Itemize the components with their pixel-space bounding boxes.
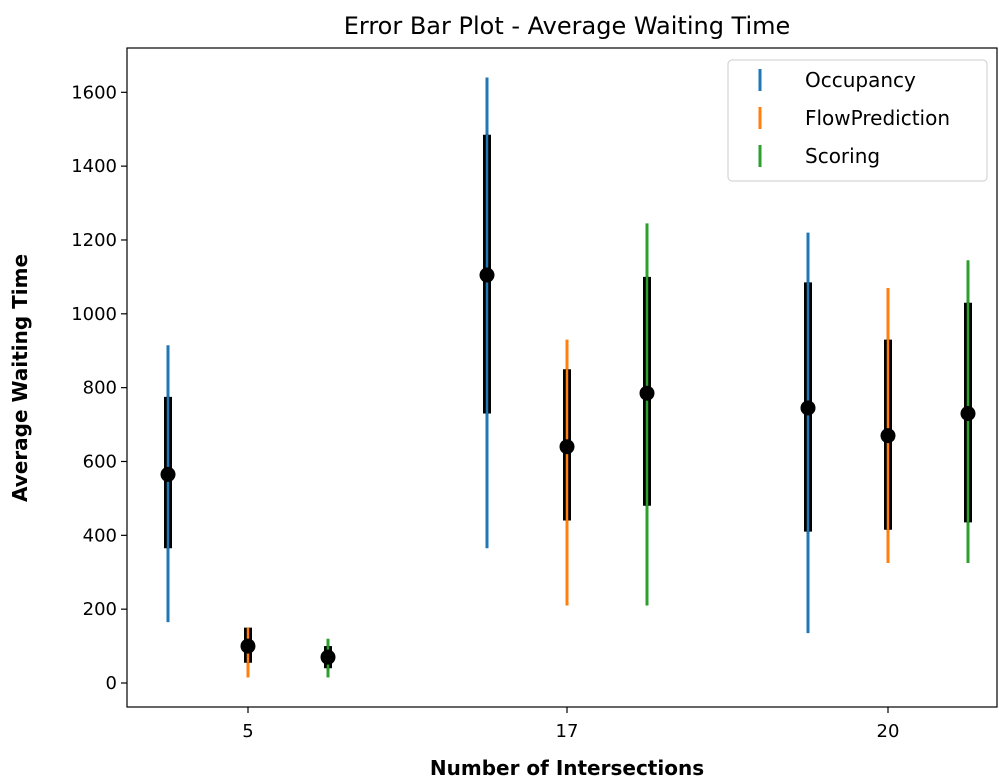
mean-point <box>639 385 655 401</box>
data-marks <box>160 77 976 678</box>
mean-point <box>479 267 495 283</box>
mean-point <box>559 439 575 455</box>
legend-label: FlowPrediction <box>805 106 950 130</box>
mean-point <box>960 405 976 421</box>
y-tick-label: 1400 <box>71 156 117 177</box>
chart-title: Error Bar Plot - Average Waiting Time <box>344 12 791 40</box>
y-axis-ticks: 0 200 400 600 800 1000 1200 1400 1600 <box>71 82 127 694</box>
y-tick-label: 600 <box>83 451 117 472</box>
legend: Occupancy FlowPrediction Scoring <box>727 59 988 182</box>
x-axis-ticks: 5 17 20 <box>242 707 899 742</box>
y-tick-label: 0 <box>106 673 117 694</box>
y-tick-label: 1000 <box>71 304 117 325</box>
mean-point <box>240 638 256 654</box>
mean-point <box>800 400 816 416</box>
x-tick-label: 5 <box>242 721 253 742</box>
x-axis-label: Number of Intersections <box>430 756 704 780</box>
legend-label: Occupancy <box>805 68 916 92</box>
legend-box <box>727 59 988 182</box>
plot-frame <box>126 47 998 708</box>
y-tick-label: 800 <box>83 378 117 399</box>
mean-point <box>880 428 896 444</box>
x-tick-label: 17 <box>556 721 579 742</box>
mean-point <box>160 466 176 482</box>
legend-label: Scoring <box>805 144 880 168</box>
mean-point <box>320 649 336 665</box>
y-tick-label: 1200 <box>71 230 117 251</box>
y-tick-label: 1600 <box>71 82 117 103</box>
y-tick-label: 200 <box>83 599 117 620</box>
x-tick-label: 20 <box>877 721 900 742</box>
y-tick-label: 400 <box>83 525 117 546</box>
y-axis-label: Average Waiting Time <box>8 254 32 502</box>
